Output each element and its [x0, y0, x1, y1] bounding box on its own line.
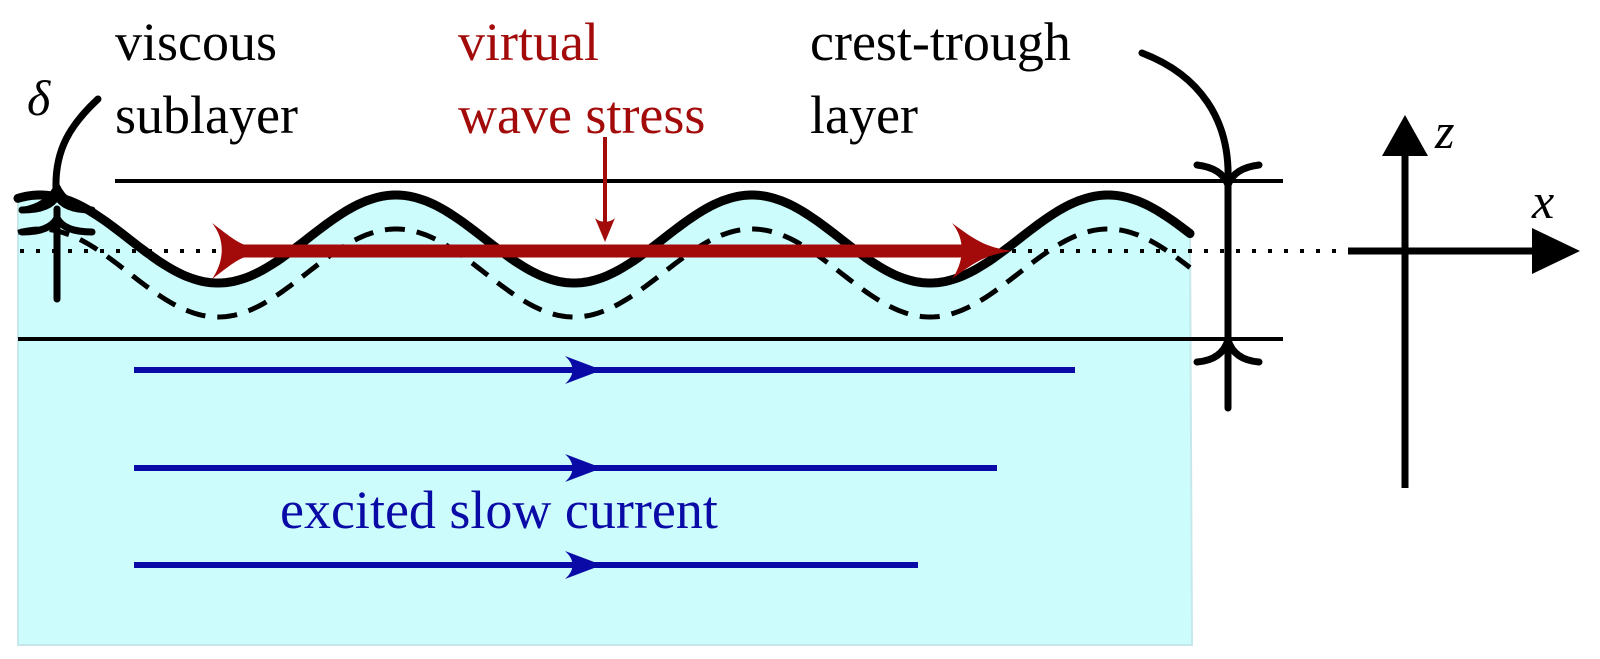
current-label: excited slow current — [280, 480, 718, 540]
current-streamline-3-head — [565, 551, 602, 579]
viscous-label-line1: viscous — [115, 12, 277, 72]
virtual-label-line2: wave stress — [458, 85, 705, 145]
crest-label-line2: layer — [810, 85, 918, 145]
crest-trough-curved-arrow — [1138, 49, 1232, 184]
z-axis-arrowhead — [1382, 115, 1428, 156]
viscous-sublayer-curve — [17, 226, 1192, 320]
wave-stress-arrow — [212, 223, 1012, 279]
virtual-label-line1: virtual — [458, 12, 599, 72]
viscous-label-line2: sublayer — [115, 85, 298, 145]
x-axis-arrowhead — [1532, 228, 1580, 274]
crest-trough-thickness-marker — [1193, 161, 1263, 412]
x-axis-label: x — [1531, 173, 1554, 229]
z-axis-label: z — [1434, 103, 1454, 159]
stress-pointer-head — [595, 218, 615, 242]
delta-curved-arrow — [52, 95, 102, 192]
current-streamline-1-head — [565, 356, 602, 384]
delta-inward-top — [21, 178, 93, 213]
delta-symbol: δ — [27, 70, 51, 126]
wave-surface — [13, 190, 1195, 288]
current-streamline-2-head — [565, 454, 602, 482]
water-region — [17, 194, 1194, 646]
crest-label-line1: crest-trough — [810, 12, 1071, 72]
